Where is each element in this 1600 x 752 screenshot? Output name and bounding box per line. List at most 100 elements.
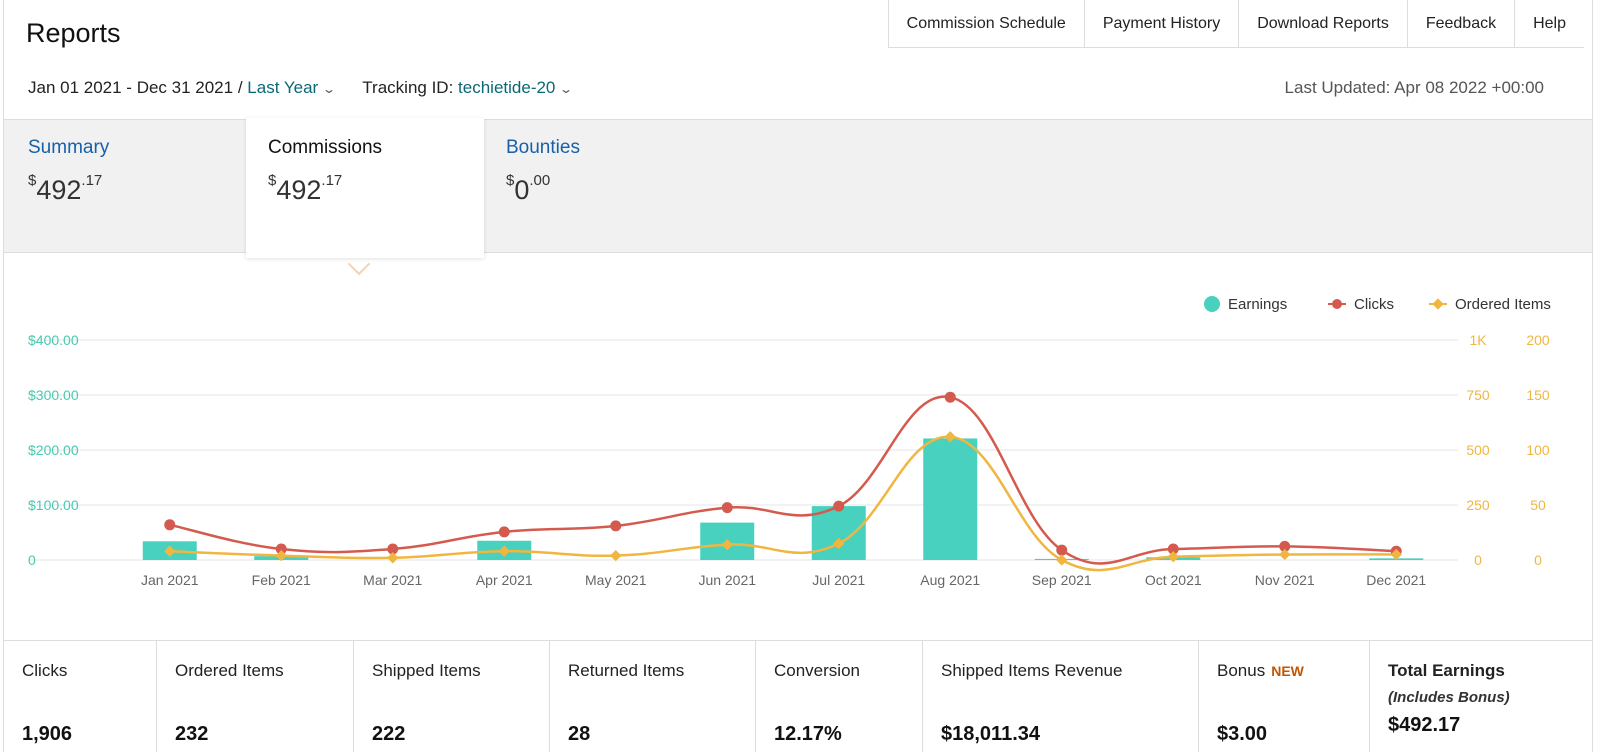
x-tick-label: Oct 2021	[1145, 572, 1202, 588]
stats-row: Clicks 1,906 Ordered Items 232 Shipped I…	[4, 640, 1592, 752]
legend-earnings: Earnings	[1228, 296, 1287, 313]
x-tick-label: Aug 2021	[920, 572, 980, 588]
y-right2-tick-label: 50	[1530, 497, 1546, 513]
y-right1-tick-label: 250	[1466, 497, 1490, 513]
feedback-link[interactable]: Feedback	[1408, 0, 1516, 47]
stat-value: $18,011.34	[941, 723, 1040, 745]
x-tick-label: Apr 2021	[476, 572, 533, 588]
earnings-chart: 0 0 0 $100.00 250 50 $200.00 500 100 $300.00 750 15…	[28, 296, 1551, 588]
y-right2-tick-label: 200	[1526, 332, 1550, 348]
x-tick-label: Jul 2021	[812, 572, 865, 588]
stat-value: 28	[568, 723, 591, 745]
x-tick-label: Jan 2021	[141, 572, 199, 588]
stat-label: Shipped Items	[372, 661, 481, 680]
y-right1-tick-label: 1K	[1469, 332, 1487, 348]
active-tab-card	[246, 118, 484, 258]
download-reports-link[interactable]: Download Reports	[1239, 0, 1408, 47]
stat-label: Ordered Items	[175, 661, 284, 680]
y-right2-tick-label: 0	[1534, 552, 1542, 568]
y-right1-tick-label: 500	[1466, 442, 1490, 458]
legend-earnings-marker	[1204, 296, 1220, 312]
y-right2-tick-label: 150	[1526, 387, 1550, 403]
clicks-point	[833, 500, 845, 512]
clicks-line	[169, 395, 1397, 565]
x-tick-label: Feb 2021	[252, 572, 311, 588]
earnings-bar	[923, 438, 978, 560]
stat-label: Returned Items	[568, 661, 685, 680]
y-right2-tick-label: 100	[1526, 442, 1550, 458]
clicks-point	[164, 519, 176, 531]
y-left-tick-label: $400.00	[28, 332, 79, 348]
x-tick-label: Jun 2021	[698, 572, 756, 588]
ordered-items-point	[833, 537, 845, 550]
tab-commissions-label: Commissions	[268, 137, 383, 158]
clicks-point	[1056, 544, 1068, 556]
ordered-items-point	[498, 545, 510, 557]
stat-label: Bonus NEW	[1217, 661, 1304, 680]
stat-label: Total Earnings	[1388, 661, 1505, 680]
stat-label: Conversion	[774, 661, 860, 680]
tab-bounties[interactable]: Bounties $0.00	[506, 137, 580, 206]
chevron-down-icon: ⌄	[322, 82, 337, 96]
last-updated: Last Updated: Apr 08 2022 +00:00	[1284, 78, 1544, 97]
stat-clicks: Clicks 1,906	[4, 641, 157, 752]
stat-sublabel: (Includes Bonus)	[1388, 689, 1510, 706]
filter-bar: Jan 01 2021 - Dec 31 2021 / Last Year ⌄ T…	[28, 78, 573, 98]
stat-returned-items: Returned Items 28	[550, 641, 756, 752]
tab-summary[interactable]: Summary $492.17	[28, 137, 109, 206]
help-link[interactable]: Help	[1533, 15, 1566, 32]
legend-ordered-items-marker	[1432, 298, 1444, 310]
top-nav: Commission Schedule Payment History Down…	[887, 0, 1584, 48]
stat-value: $3.00	[1217, 723, 1268, 745]
clicks-point	[1279, 540, 1291, 552]
bounties-amount: $0.00	[506, 172, 551, 205]
x-tick-label: Sep 2021	[1032, 572, 1092, 588]
stat-value: $492.17	[1388, 714, 1461, 736]
clicks-point	[721, 502, 733, 514]
stat-bonus: Bonus NEW $3.00	[1199, 641, 1370, 752]
payment-history-link[interactable]: Payment History	[1085, 0, 1240, 47]
period-dropdown[interactable]: Last Year ⌄	[247, 78, 337, 97]
y-left-tick-label: $300.00	[28, 387, 79, 403]
ordered-items-point	[944, 431, 956, 443]
stat-ordered-items: Ordered Items 232	[157, 641, 354, 752]
ordered-items-point	[1056, 554, 1068, 566]
reports-page: Reports Commission Schedule Payment Hist…	[3, 0, 1593, 752]
tab-bounties-label: Bounties	[506, 137, 580, 158]
commission-schedule-link[interactable]: Commission Schedule	[889, 0, 1085, 47]
ordered-items-point	[1167, 551, 1179, 563]
page-title: Reports	[26, 18, 121, 48]
clicks-point	[387, 543, 399, 555]
tab-commissions[interactable]: Commissions $492.17	[268, 137, 382, 206]
x-tick-label: Nov 2021	[1255, 572, 1315, 588]
clicks-point	[1167, 543, 1179, 555]
stat-total-earnings: Total Earnings (Includes Bonus) $492.17	[1370, 641, 1592, 752]
category-band	[4, 119, 1592, 253]
x-tick-label: Mar 2021	[363, 572, 422, 588]
stat-conversion: Conversion 12.17%	[756, 641, 923, 752]
clicks-point	[275, 543, 287, 555]
stat-shipped-items: Shipped Items 222	[354, 641, 550, 752]
tab-summary-label: Summary	[28, 137, 110, 158]
period-label: Last Year	[247, 78, 319, 97]
clicks-point	[610, 520, 622, 532]
stat-shipped-items-revenue: Shipped Items Revenue $18,011.34	[923, 641, 1199, 752]
clicks-point	[498, 526, 510, 538]
ordered-items-point	[387, 552, 399, 564]
stat-label: Shipped Items Revenue	[941, 661, 1123, 680]
legend-clicks-marker	[1332, 299, 1342, 309]
ordered-items-point	[610, 549, 622, 562]
ordered-items-point	[721, 538, 733, 551]
new-badge: NEW	[1271, 663, 1304, 679]
tracking-id-dropdown[interactable]: techietide-20 ⌄	[458, 78, 573, 97]
clicks-point	[944, 391, 956, 403]
ordered-items-point	[1390, 548, 1402, 561]
x-tick-label: May 2021	[585, 572, 647, 588]
y-right1-tick-label: 750	[1466, 387, 1490, 403]
y-right1-tick-label: 0	[1474, 552, 1482, 568]
summary-amount: $492.17	[28, 172, 103, 205]
ordered-items-point	[1279, 548, 1291, 561]
y-left-tick-label: $100.00	[28, 497, 79, 513]
stat-value: 1,906	[22, 723, 73, 745]
stat-value: 12.17%	[774, 723, 842, 745]
